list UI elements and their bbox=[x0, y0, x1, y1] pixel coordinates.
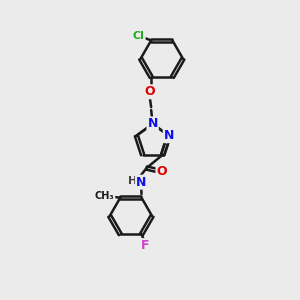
Text: N: N bbox=[164, 129, 174, 142]
Text: F: F bbox=[141, 239, 149, 252]
Text: H: H bbox=[128, 176, 137, 186]
Text: CH₃: CH₃ bbox=[95, 190, 115, 201]
Text: O: O bbox=[157, 165, 167, 178]
Text: N: N bbox=[148, 117, 158, 130]
Text: O: O bbox=[144, 85, 155, 98]
Text: N: N bbox=[136, 176, 146, 189]
Text: Cl: Cl bbox=[133, 31, 145, 41]
